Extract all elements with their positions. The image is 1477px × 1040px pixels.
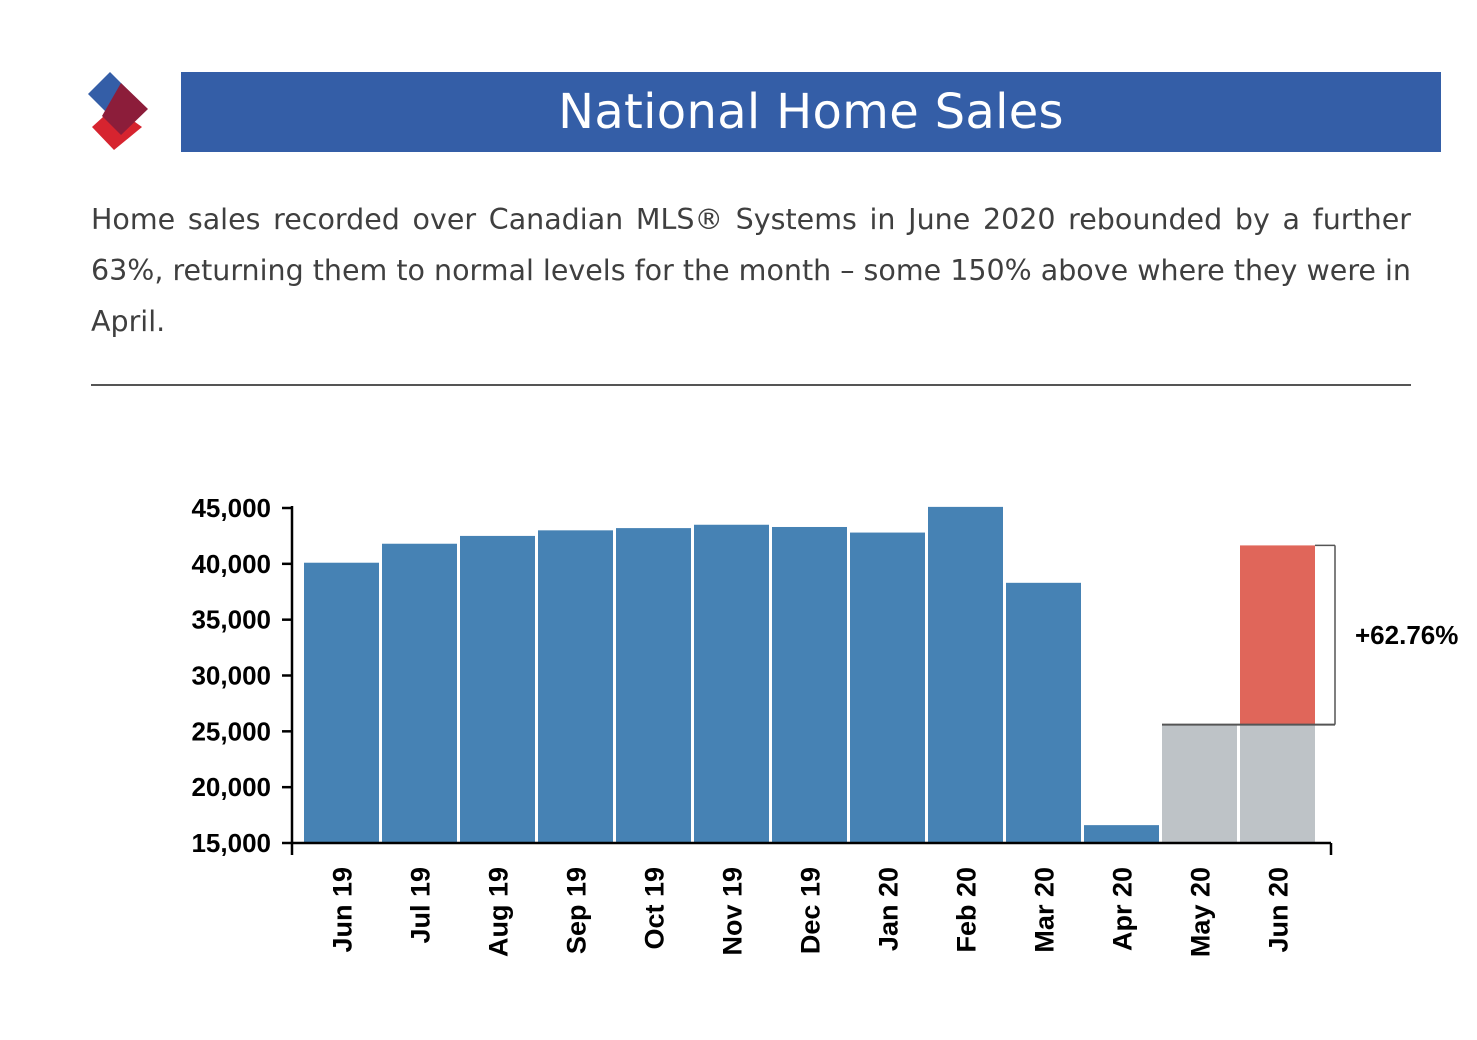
- x-tick-label: Feb 20: [952, 867, 982, 953]
- y-tick-label: 15,000: [191, 828, 271, 858]
- section-divider: [91, 384, 1411, 386]
- bar-sep-19: [538, 530, 613, 843]
- x-tick-label: Mar 20: [1030, 867, 1060, 953]
- y-tick-label: 25,000: [191, 716, 271, 746]
- y-tick-label: 45,000: [191, 493, 271, 523]
- x-tick-label: Dec 19: [796, 867, 826, 954]
- x-tick-label: Jun 20: [1264, 867, 1294, 953]
- bar-oct-19: [616, 528, 691, 843]
- bar-aug-19: [460, 535, 535, 843]
- x-tick-label: Jul 19: [406, 867, 436, 944]
- bar-jun-19: [304, 562, 379, 843]
- bar-nov-19: [694, 524, 769, 843]
- x-tick-label: Oct 19: [640, 867, 670, 950]
- x-tick-label: Jan 20: [874, 867, 904, 951]
- x-tick-label: Aug 19: [484, 867, 514, 957]
- y-tick-label: 20,000: [191, 772, 271, 802]
- bar-jan-20: [850, 532, 925, 843]
- x-tick-label: Nov 19: [718, 867, 748, 956]
- bar-may-20: [1162, 724, 1237, 843]
- brand-logo: [88, 72, 148, 150]
- bar-jul-19: [382, 543, 457, 843]
- x-tick-label: May 20: [1186, 867, 1216, 957]
- y-tick-label: 30,000: [191, 661, 271, 691]
- change-percent-label: +62.76%: [1355, 620, 1458, 650]
- bar-jun-20-increase: [1240, 545, 1315, 725]
- bar-apr-20: [1084, 825, 1159, 843]
- bar-dec-19: [772, 526, 847, 843]
- title-banner: National Home Sales: [181, 72, 1441, 152]
- x-tick-label: Jun 19: [328, 867, 358, 953]
- intro-paragraph: Home sales recorded over Canadian MLS® S…: [91, 203, 1411, 338]
- y-tick-label: 40,000: [191, 549, 271, 579]
- y-tick-label: 35,000: [191, 605, 271, 635]
- bar-mar-20: [1006, 582, 1081, 843]
- x-tick-label: Apr 20: [1108, 867, 1138, 951]
- bar-jun-20-base: [1240, 724, 1315, 843]
- bar-feb-20: [928, 506, 1003, 843]
- page-title: National Home Sales: [558, 84, 1064, 140]
- logo-overlap-shape: [102, 83, 148, 135]
- x-tick-label: Sep 19: [562, 867, 592, 954]
